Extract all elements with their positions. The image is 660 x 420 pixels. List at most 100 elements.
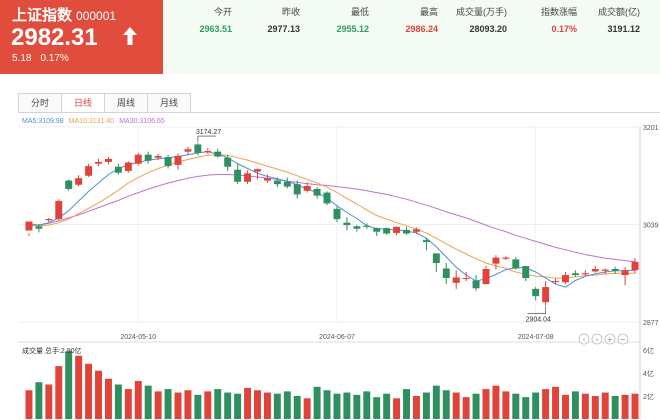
candle-body	[512, 259, 520, 269]
quote-summary: 上证指数 000001 2982.31 5.18 0.17%	[0, 0, 163, 74]
price-tick-label: 3039	[643, 223, 659, 230]
price-change: 5.18 0.17%	[12, 53, 78, 64]
volume-bar	[313, 386, 321, 419]
volume-bar	[542, 389, 550, 419]
candle-body	[562, 275, 569, 283]
volume-bar	[432, 385, 440, 419]
volume-bar	[383, 393, 391, 419]
candle-body	[482, 269, 490, 285]
change-value: 5.18	[12, 53, 32, 64]
volume-bar	[273, 393, 281, 419]
candle-body	[313, 188, 321, 196]
candle-body	[571, 273, 579, 276]
volume-tick-label: 2亿	[643, 392, 654, 401]
high-annotation: 3174.27	[196, 129, 221, 136]
up-arrow-icon	[123, 27, 137, 45]
candle-body	[35, 226, 43, 229]
volume-bar	[263, 392, 271, 419]
candle-body	[522, 266, 530, 279]
candle-body	[422, 240, 430, 242]
candle-body	[333, 208, 341, 220]
change-percent: 0.17%	[40, 53, 69, 64]
candle-body	[95, 161, 102, 164]
volume-bar	[95, 370, 102, 419]
stat-volume-value: 28093.20	[469, 24, 507, 34]
volume-bar	[104, 378, 112, 419]
candle-body	[174, 155, 182, 165]
price-tick-label: 3201	[643, 125, 659, 132]
candle-body	[412, 229, 420, 232]
stat-volume: 成交量(万手) 28093.20	[456, 7, 507, 34]
candle-body	[303, 185, 311, 191]
volume-bar	[65, 351, 73, 419]
volume-bar	[204, 391, 212, 419]
candle-body	[432, 253, 440, 264]
date-tick-label: 2024-06-07	[319, 334, 355, 341]
current-price: 2982.31	[11, 24, 98, 51]
volume-bar	[522, 397, 530, 419]
candle-body	[472, 280, 480, 289]
volume-bar	[134, 381, 142, 419]
volume-bar	[124, 389, 132, 419]
candle-body	[363, 225, 371, 227]
candle-body	[591, 269, 599, 272]
candle-body	[462, 278, 470, 280]
svg-text:+: +	[607, 335, 614, 344]
ma-legend: MA5:3109.98 MA10:3131.40 MA30:3106.65	[22, 118, 170, 125]
candle-body	[25, 221, 33, 231]
volume-bar	[333, 393, 341, 419]
volume-bar	[303, 398, 311, 419]
candle-body	[293, 184, 301, 195]
candle-body	[581, 273, 589, 275]
volume-bar	[154, 391, 162, 419]
stat-turnover-value: 3191.12	[607, 24, 640, 34]
volume-bar	[591, 396, 599, 419]
volume-bar	[25, 390, 33, 419]
stat-low-value: 2955.12	[336, 24, 369, 34]
prev-icon[interactable]: ‹	[578, 333, 590, 345]
candle-body	[273, 180, 281, 185]
volume-bar	[442, 390, 450, 419]
candle-body	[55, 201, 63, 220]
volume-bar	[373, 397, 381, 419]
volume-bar	[492, 385, 500, 419]
volume-bar	[353, 394, 361, 419]
stat-prev-close-value: 2977.13	[267, 24, 300, 34]
volume-bar	[164, 389, 172, 419]
volume-bar	[283, 391, 291, 419]
date-tick-label: 2024-05-10	[120, 334, 156, 341]
volume-bar	[412, 396, 420, 419]
volume-bar	[293, 396, 301, 419]
volume-bar	[601, 392, 609, 419]
svg-text:−: −	[620, 335, 627, 344]
date-tick-label: 2024-07-08	[518, 334, 554, 341]
candle-body	[124, 162, 132, 171]
next-icon[interactable]: ›	[591, 333, 603, 345]
volume-bar	[214, 389, 222, 419]
zoom-in-icon[interactable]: +	[604, 333, 616, 345]
volume-bar	[462, 397, 470, 419]
volume-bar	[144, 385, 152, 419]
candle-body	[134, 154, 142, 164]
svg-text:‹: ‹	[582, 335, 585, 344]
ma5-legend: MA5:3109.98	[22, 118, 64, 125]
candle-body	[403, 229, 410, 234]
stat-change-rate-value: 0.17%	[551, 24, 577, 34]
ma30-legend: MA30:3106.65	[119, 118, 165, 125]
volume-bar	[452, 392, 460, 419]
volume-bar	[611, 396, 619, 419]
volume-bar	[422, 392, 430, 419]
volume-bar	[571, 391, 579, 419]
stat-prev-close: 昨收 2977.13	[267, 7, 300, 34]
candle-body	[621, 270, 629, 276]
volume-bar	[35, 382, 43, 419]
candle-body	[383, 228, 391, 234]
candle-body	[85, 166, 93, 176]
candle-body	[244, 173, 252, 182]
volume-bar	[323, 390, 331, 419]
volume-bar	[184, 390, 192, 419]
zoom-out-icon[interactable]: −	[617, 333, 629, 345]
volume-tick-label: 4亿	[643, 369, 654, 378]
stat-change-rate: 指数涨幅 0.17%	[540, 7, 577, 34]
candle-body	[214, 151, 222, 157]
